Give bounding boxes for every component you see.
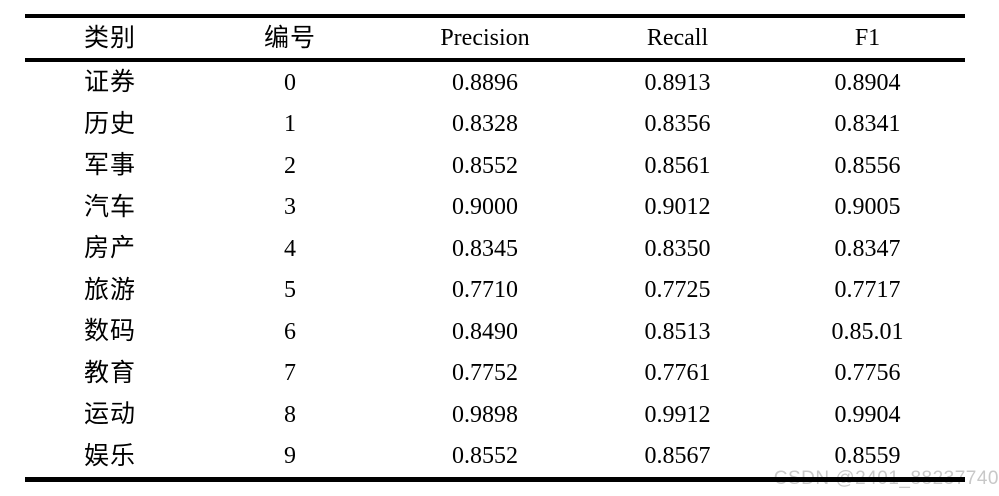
cell-f1: 0.9904 <box>834 401 901 428</box>
table-row: 运动 8 0.9898 0.9912 0.9904 <box>25 394 965 436</box>
cell-recall: 0.8356 <box>644 111 711 138</box>
cell-precision: 0.7752 <box>452 360 518 387</box>
cell-category: 运动 <box>83 401 136 429</box>
cell-recall: 0.7761 <box>644 360 711 387</box>
cell-precision: 0.9000 <box>452 194 518 221</box>
cell-id: 4 <box>284 235 296 262</box>
cell-recall: 0.9912 <box>644 401 711 428</box>
column-header-recall: Recall <box>646 25 709 51</box>
cell-recall: 0.9012 <box>644 194 711 221</box>
cell-category: 军事 <box>83 152 136 180</box>
cell-id: 0 <box>284 69 296 96</box>
cell-precision: 0.9898 <box>452 401 518 428</box>
cell-id: 1 <box>284 111 296 138</box>
cell-precision: 0.8490 <box>452 318 518 345</box>
cell-category: 历史 <box>83 110 136 138</box>
cell-recall: 0.8513 <box>644 318 711 345</box>
column-header-f1: F1 <box>854 25 881 51</box>
cell-f1: 0.8347 <box>834 235 901 262</box>
cell-id: 2 <box>284 152 296 179</box>
table-body: 证券 0 0.8896 0.8913 0.8904 历史 1 0.8328 0.… <box>25 62 965 477</box>
cell-f1: 0.85.01 <box>831 318 904 345</box>
cell-recall: 0.8561 <box>644 152 711 179</box>
cell-id: 6 <box>284 318 296 345</box>
cell-id: 5 <box>284 277 296 304</box>
table-row: 数码 6 0.8490 0.8513 0.85.01 <box>25 311 965 353</box>
cell-id: 9 <box>284 443 296 470</box>
cell-precision: 0.8552 <box>452 443 518 470</box>
cell-category: 数码 <box>83 318 136 346</box>
cell-id: 3 <box>284 194 296 221</box>
cell-f1: 0.8556 <box>834 152 901 179</box>
cell-recall: 0.8350 <box>644 235 711 262</box>
table-row: 房产 4 0.8345 0.8350 0.8347 <box>25 228 965 270</box>
cell-category: 房产 <box>83 235 136 263</box>
column-header-category: 类别 <box>83 24 136 52</box>
cell-recall: 0.8567 <box>644 443 711 470</box>
results-table: 类别 编号 Precision Recall F1 证券 0 0.8896 0.… <box>25 14 965 482</box>
cell-category: 教育 <box>83 359 136 387</box>
cell-category: 证券 <box>83 69 136 97</box>
cell-precision: 0.8552 <box>452 152 518 179</box>
cell-precision: 0.8328 <box>452 111 518 138</box>
table-row: 历史 1 0.8328 0.8356 0.8341 <box>25 104 965 146</box>
cell-f1: 0.8341 <box>834 111 901 138</box>
cell-category: 娱乐 <box>83 442 136 470</box>
cell-f1: 0.7756 <box>834 360 901 387</box>
cell-precision: 0.7710 <box>452 277 518 304</box>
cell-f1: 0.8904 <box>834 69 901 96</box>
cell-id: 8 <box>284 401 296 428</box>
table-row: 教育 7 0.7752 0.7761 0.7756 <box>25 353 965 395</box>
table-row: 娱乐 9 0.8552 0.8567 0.8559 <box>25 436 965 478</box>
cell-category: 旅游 <box>83 276 136 304</box>
cell-f1: 0.7717 <box>834 277 901 304</box>
cell-f1: 0.8559 <box>834 443 901 470</box>
cell-precision: 0.8896 <box>452 69 518 96</box>
table-row: 汽车 3 0.9000 0.9012 0.9005 <box>25 187 965 229</box>
cell-f1: 0.9005 <box>834 194 901 221</box>
cell-precision: 0.8345 <box>452 235 518 262</box>
cell-category: 汽车 <box>83 193 136 221</box>
table-header-row: 类别 编号 Precision Recall F1 <box>25 18 965 62</box>
cell-recall: 0.7725 <box>644 277 711 304</box>
table-row: 军事 2 0.8552 0.8561 0.8556 <box>25 145 965 187</box>
column-header-id: 编号 <box>263 24 316 52</box>
table-row: 旅游 5 0.7710 0.7725 0.7717 <box>25 270 965 312</box>
column-header-precision: Precision <box>440 25 530 51</box>
cell-recall: 0.8913 <box>644 69 711 96</box>
cell-id: 7 <box>284 360 296 387</box>
table-row: 证券 0 0.8896 0.8913 0.8904 <box>25 62 965 104</box>
